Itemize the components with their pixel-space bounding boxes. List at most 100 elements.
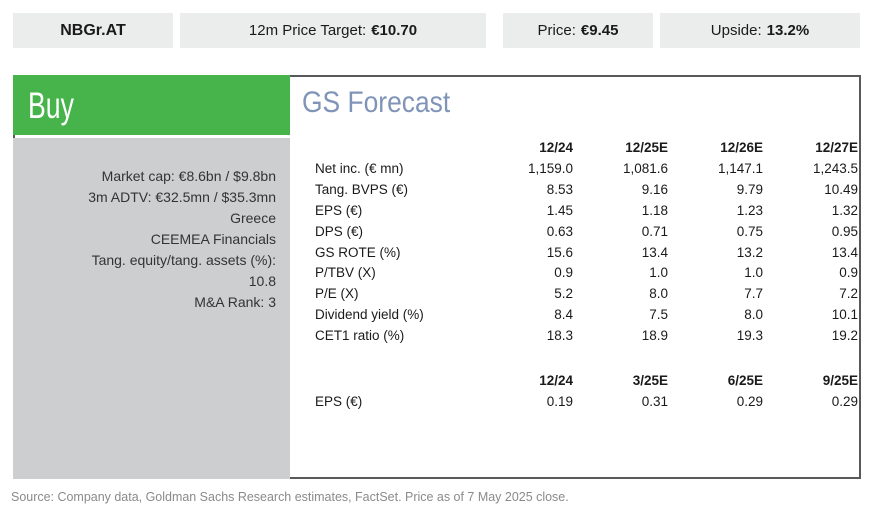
cell-value: 9.16 (641, 181, 668, 197)
cell-value: 9.79 (736, 181, 763, 197)
annual-col-header: 12/27E (815, 140, 858, 155)
price-value: €9.45 (580, 22, 619, 39)
cell-value: 8.53 (546, 181, 573, 197)
quarterly-col-header: 9/25E (822, 373, 858, 388)
table-row: GS ROTE (%) 15.6 13.4 13.2 13.4 (315, 243, 858, 264)
cell-value: 0.31 (641, 393, 668, 409)
cell-value: 0.29 (736, 393, 763, 409)
quarterly-header-row: 12/24 3/25E 6/25E 9/25E (315, 371, 858, 392)
annual-header-blank (315, 138, 475, 159)
cell-value: 5.2 (554, 286, 573, 302)
annual-col-header: 12/24 (539, 140, 573, 155)
annual-col-header: 12/25E (625, 140, 668, 155)
cell-value: 0.71 (641, 223, 668, 239)
cell-value: 8.0 (744, 307, 763, 323)
quarterly-header-blank (315, 371, 475, 392)
row-label: EPS (€) (315, 393, 363, 409)
cell-value: 7.2 (839, 286, 858, 302)
annual-col-header: 12/26E (720, 140, 763, 155)
table-row: P/E (X) 5.2 8.0 7.7 7.2 (315, 284, 858, 305)
row-label: EPS (€) (315, 202, 363, 218)
row-label: Dividend yield (%) (315, 307, 424, 323)
cell-value: 1.23 (736, 202, 763, 218)
cell-value: 1,081.6 (622, 160, 668, 176)
upside-value: 13.2% (766, 22, 810, 39)
cell-value: 0.95 (831, 223, 858, 239)
stat-tang-equity-label: Tang. equity/tang. assets (%): (91, 252, 276, 268)
row-label: GS ROTE (%) (315, 244, 401, 260)
company-stats-sidebar: Market cap: €8.6bn / $9.8bn 3m ADTV: €32… (13, 138, 290, 479)
cell-value: 0.75 (736, 223, 763, 239)
cell-value: 1.0 (649, 265, 668, 281)
cell-value: 1,147.1 (717, 160, 763, 176)
ticker-symbol: NBGr.AT (60, 21, 126, 39)
price-target-value: €10.70 (371, 22, 418, 39)
table-row: Tang. BVPS (€) 8.53 9.16 9.79 10.49 (315, 180, 858, 201)
stat-tang-equity-value: 10.8 (248, 273, 276, 289)
upside-label: Upside: (710, 22, 762, 39)
table-row: EPS (€) 1.45 1.18 1.23 1.32 (315, 201, 858, 222)
cell-value: 15.6 (546, 244, 573, 260)
table-row: P/TBV (X) 0.9 1.0 1.0 0.9 (315, 263, 858, 284)
price-cell: Price: €9.45 (503, 13, 653, 48)
annual-forecast-table: 12/24 12/25E 12/26E 12/27E Net inc. (€ m… (315, 138, 858, 347)
row-label: Net inc. (€ mn) (315, 160, 404, 176)
cell-value: 10.1 (831, 307, 858, 323)
quarterly-col-header: 12/24 (539, 373, 573, 388)
row-label: Tang. BVPS (€) (315, 181, 409, 197)
cell-value: 0.9 (839, 265, 858, 281)
price-target-label: 12m Price Target: (248, 22, 367, 39)
cell-value: 1,243.5 (812, 160, 858, 176)
cell-value: 7.7 (744, 286, 763, 302)
source-note: Source: Company data, Goldman Sachs Rese… (11, 489, 569, 504)
cell-value: 1,159.0 (527, 160, 573, 176)
forecast-panel: GS Forecast 12/24 12/25E 12/26E 12/27E N… (300, 77, 859, 477)
cell-value: 0.63 (546, 223, 573, 239)
cell-value: 0.29 (831, 393, 858, 409)
row-label: P/E (X) (315, 286, 359, 302)
cell-value: 13.4 (641, 244, 668, 260)
table-row: EPS (€) 0.19 0.31 0.29 0.29 (315, 392, 858, 413)
table-row: Net inc. (€ mn) 1,159.0 1,081.6 1,147.1 … (315, 159, 858, 180)
stat-ma-rank: M&A Rank: 3 (194, 294, 276, 310)
cell-value: 13.4 (831, 244, 858, 260)
table-row: CET1 ratio (%) 18.3 18.9 19.3 19.2 (315, 326, 858, 347)
quarterly-col-header: 6/25E (727, 373, 763, 388)
rating-label: Buy (28, 84, 74, 126)
cell-value: 18.3 (546, 328, 573, 344)
annual-header-row: 12/24 12/25E 12/26E 12/27E (315, 138, 858, 159)
cell-value: 19.2 (831, 328, 858, 344)
forecast-box: Buy Market cap: €8.6bn / $9.8bn 3m ADTV:… (13, 75, 861, 479)
row-label: P/TBV (X) (315, 265, 376, 281)
cell-value: 8.4 (554, 307, 573, 323)
cell-value: 1.18 (641, 202, 668, 218)
table-row: Dividend yield (%) 8.4 7.5 8.0 10.1 (315, 305, 858, 326)
cell-value: 0.9 (554, 265, 573, 281)
cell-value: 1.45 (546, 202, 573, 218)
cell-value: 18.9 (641, 328, 668, 344)
cell-value: 1.32 (831, 202, 858, 218)
stat-adtv: 3m ADTV: €32.5mn / $35.3mn (88, 189, 276, 205)
cell-value: 8.0 (649, 286, 668, 302)
cell-value: 19.3 (736, 328, 763, 344)
cell-value: 0.19 (546, 393, 573, 409)
stat-market-cap: Market cap: €8.6bn / $9.8bn (101, 168, 276, 184)
cell-value: 13.2 (736, 244, 763, 260)
row-label: CET1 ratio (%) (315, 328, 405, 344)
upside-cell: Upside: 13.2% (660, 13, 860, 48)
table-row: DPS (€) 0.63 0.71 0.75 0.95 (315, 222, 858, 243)
rating-banner: Buy (13, 75, 290, 135)
forecast-title: GS Forecast (302, 86, 451, 119)
summary-bar: NBGr.AT 12m Price Target: €10.70 Price: … (13, 13, 860, 48)
cell-value: 1.0 (744, 265, 763, 281)
stat-sector: CEEMEA Financials (150, 231, 276, 247)
row-label: DPS (€) (315, 223, 364, 239)
stat-country: Greece (230, 210, 276, 226)
quarterly-col-header: 3/25E (632, 373, 668, 388)
price-label: Price: (537, 22, 576, 39)
cell-value: 7.5 (649, 307, 668, 323)
ticker-cell: NBGr.AT (13, 13, 173, 48)
quarterly-forecast-table: 12/24 3/25E 6/25E 9/25E EPS (€) 0.19 0.3… (315, 371, 858, 413)
price-target-cell: 12m Price Target: €10.70 (180, 13, 486, 48)
